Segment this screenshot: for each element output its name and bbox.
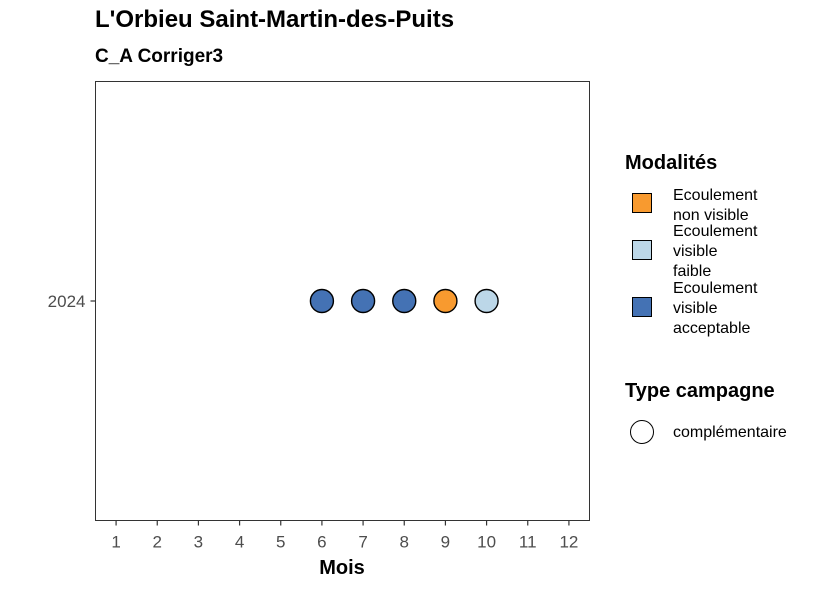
legend-key-visible-acceptable <box>632 297 652 317</box>
x-tick-label: 3 <box>194 533 203 552</box>
legend-fill-title: Modalités <box>625 152 718 174</box>
legend-key-visible-faible <box>632 240 652 260</box>
x-tick-label: 7 <box>358 533 367 552</box>
data-point <box>433 288 458 314</box>
x-tick-label: 11 <box>519 533 537 552</box>
legend-label-visible-acceptable: Ecoulement visible acceptable <box>673 280 758 337</box>
x-tick-label: 6 <box>317 533 326 552</box>
y-tick-label: 2024 <box>48 292 86 311</box>
legend-label-visible-faible: Ecoulement visible faible <box>673 223 758 280</box>
data-point <box>350 288 376 314</box>
data-point <box>392 288 417 314</box>
legend-label-non-visible: Ecoulement non visible <box>673 187 758 224</box>
legend-key-non-visible <box>632 193 652 213</box>
legend-shape-title: Type campagne <box>625 380 775 402</box>
x-tick-label: 4 <box>235 533 244 552</box>
data-point <box>474 288 499 314</box>
x-tick-label: 5 <box>276 533 285 552</box>
x-tick-label: 8 <box>400 533 409 552</box>
data-points <box>309 288 499 314</box>
x-axis: 1 2 3 4 5 6 7 8 9 10 11 12 <box>111 520 578 552</box>
x-tick-label: 1 <box>111 533 120 552</box>
data-point <box>309 288 335 314</box>
legend-label-complementaire: complémentaire <box>673 424 787 441</box>
x-tick-label: 10 <box>477 533 496 552</box>
legend-key-complementaire <box>630 420 654 444</box>
x-tick-label: 12 <box>559 533 578 552</box>
x-tick-label: 9 <box>441 533 450 552</box>
x-axis-title: Mois <box>319 557 365 579</box>
panel-border <box>95 81 590 521</box>
chart-title: L'Orbieu Saint-Martin-des-Puits <box>95 6 455 33</box>
y-axis: 2024 <box>48 292 96 311</box>
x-tick-label: 2 <box>153 533 162 552</box>
chart-subtitle: C_A Corriger3 <box>95 46 224 67</box>
